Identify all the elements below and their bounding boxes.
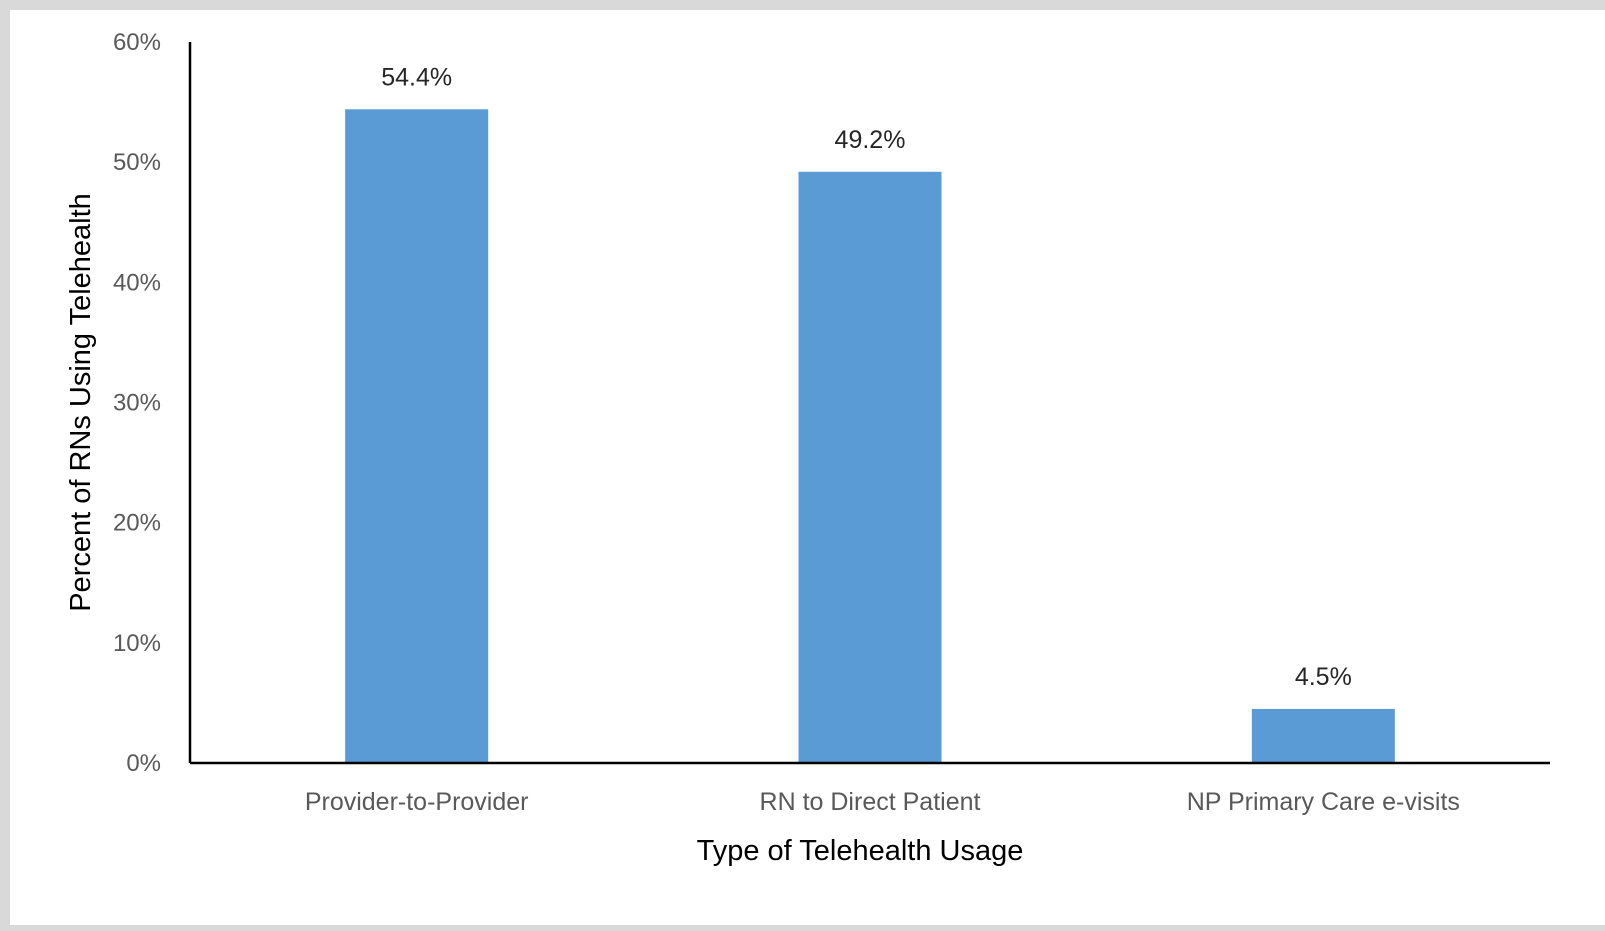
y-tick-label: 50% (113, 149, 161, 176)
x-axis-ticks: Provider-to-Provider RN to Direct Patient… (305, 788, 1460, 816)
y-tick-label: 30% (113, 390, 161, 417)
data-labels-group: 54.4% 49.2% 4.5% (381, 63, 1352, 691)
bar (1251, 708, 1395, 763)
bars-group (345, 109, 1395, 763)
bar-data-label: 54.4% (381, 63, 452, 91)
bar-data-label: 4.5% (1295, 663, 1352, 691)
y-axis-title: Percent of RNs Using Telehealth (65, 193, 97, 612)
bar-data-label: 49.2% (835, 126, 906, 154)
y-axis-ticks: 0% 10% 20% 30% 40% 50% 60% (113, 29, 161, 777)
bar (798, 171, 942, 763)
x-axis-title: Type of Telehealth Usage (697, 835, 1024, 867)
y-tick-label: 40% (113, 269, 161, 296)
bar (345, 109, 489, 763)
y-tick-label: 0% (126, 750, 161, 777)
x-category-label: Provider-to-Provider (305, 788, 529, 816)
y-tick-label: 10% (113, 630, 161, 657)
x-category-label: RN to Direct Patient (760, 788, 981, 816)
y-tick-label: 20% (113, 510, 161, 537)
y-tick-label: 60% (113, 29, 161, 56)
x-category-label: NP Primary Care e-visits (1187, 788, 1460, 816)
